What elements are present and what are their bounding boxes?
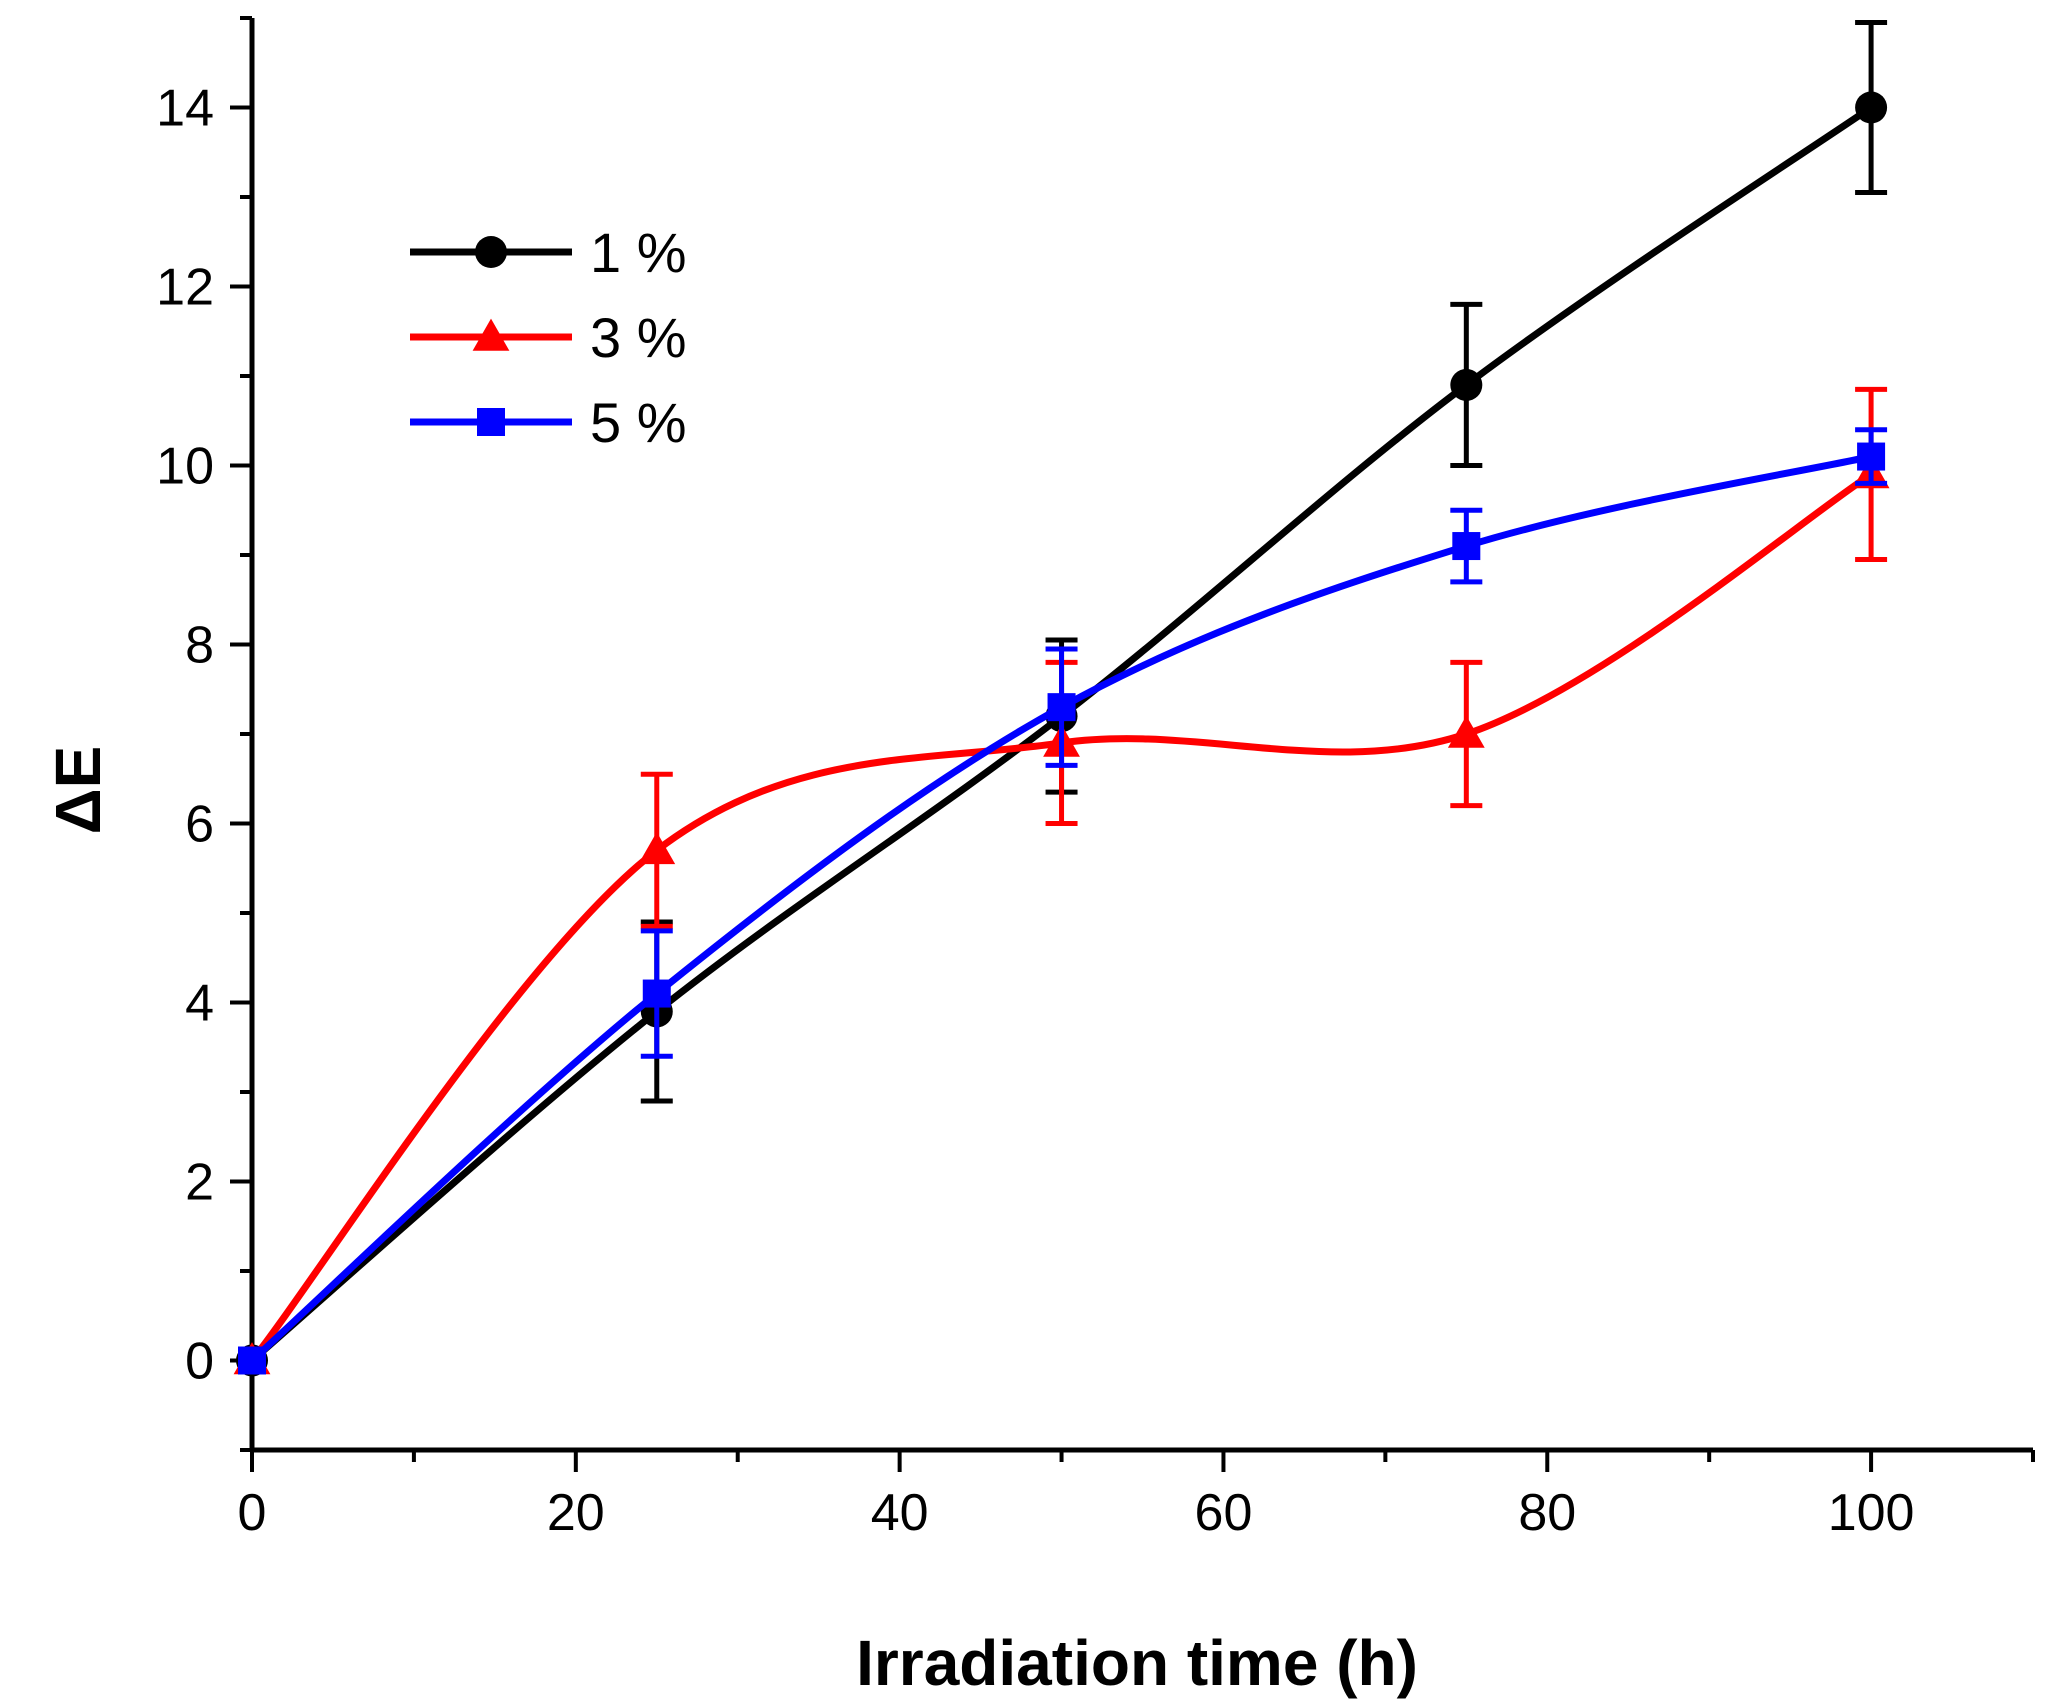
data-point xyxy=(1450,368,1483,401)
y-tick-label: 10 xyxy=(156,438,214,496)
data-point xyxy=(238,1346,266,1375)
y-tick-label: 0 xyxy=(185,1333,214,1391)
series-line xyxy=(249,471,1873,1363)
x-tick-label: 100 xyxy=(1828,1484,1915,1542)
legend-item-2: 3 % xyxy=(410,306,687,369)
y-tick-label: 2 xyxy=(185,1154,214,1212)
series-line xyxy=(249,453,1872,1364)
legend-item-3: 5 % xyxy=(410,391,687,454)
series-3 xyxy=(238,427,1888,1375)
series-layer xyxy=(233,19,1890,1377)
x-tick-label: 60 xyxy=(1195,1484,1253,1542)
legend-marker xyxy=(472,318,510,351)
y-axis-title: ΔE xyxy=(42,746,114,835)
data-point xyxy=(1047,693,1076,722)
data-point xyxy=(638,831,676,865)
y-tick-label: 8 xyxy=(185,617,214,675)
legend-marker xyxy=(477,408,505,436)
legend-label: 5 % xyxy=(590,391,687,454)
series-2 xyxy=(233,386,1890,1375)
legend-label: 3 % xyxy=(590,306,687,369)
data-point xyxy=(1857,442,1886,471)
data-point xyxy=(642,979,671,1008)
legend-item-1: 1 % xyxy=(410,221,687,284)
x-axis-title: Irradiation time (h) xyxy=(856,1627,1418,1699)
legend-label: 1 % xyxy=(590,221,687,284)
y-tick-label: 6 xyxy=(185,796,214,854)
x-tick-label: 0 xyxy=(238,1484,267,1542)
y-tick-label: 14 xyxy=(156,80,214,138)
x-tick-label: 20 xyxy=(547,1484,605,1542)
legend: 1 % 3 % 5 % xyxy=(410,221,687,454)
data-point xyxy=(1452,532,1481,561)
x-tick-label: 80 xyxy=(1518,1484,1576,1542)
y-tick-label: 4 xyxy=(185,975,214,1033)
axes: 0 20 40 60 80 100 0 2 4 6 8 10 12 14 xyxy=(156,16,2035,1542)
legend-marker xyxy=(475,236,507,268)
data-point xyxy=(1447,715,1485,748)
data-point xyxy=(1855,91,1888,124)
x-tick-label: 40 xyxy=(871,1484,929,1542)
y-tick-label: 12 xyxy=(156,259,214,317)
